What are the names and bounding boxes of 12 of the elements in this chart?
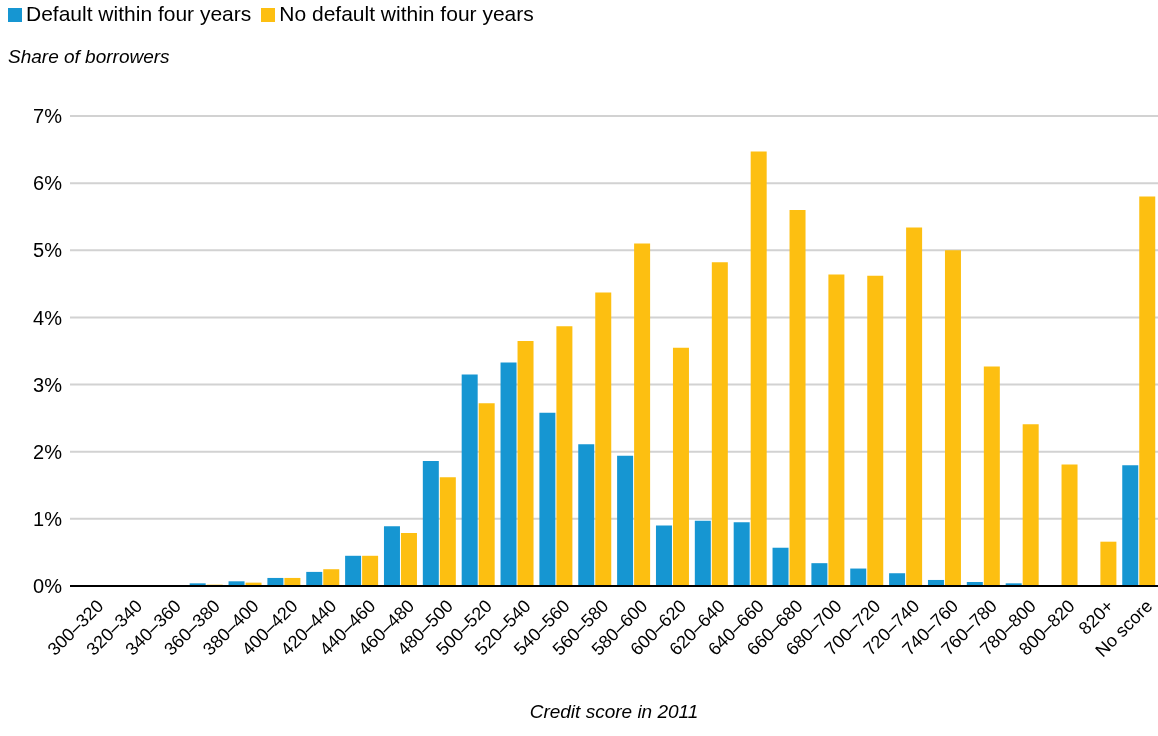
legend-label: Default within four years <box>26 2 252 25</box>
y-axis-title: Share of borrowers <box>8 46 170 68</box>
y-tick-label: 4% <box>33 306 63 329</box>
y-tick-label: 7% <box>33 105 63 128</box>
y-tick-label: 3% <box>33 373 63 396</box>
y-tick-label: 6% <box>33 172 63 195</box>
x-axis-title: Credit score in 2011 <box>529 701 699 722</box>
y-tick-label: 1% <box>33 507 63 530</box>
y-tick-label: 2% <box>33 440 63 463</box>
y-tick-label: 0% <box>33 575 63 598</box>
legend-label: No default within four years <box>279 2 534 25</box>
y-tick-label: 5% <box>33 239 63 262</box>
